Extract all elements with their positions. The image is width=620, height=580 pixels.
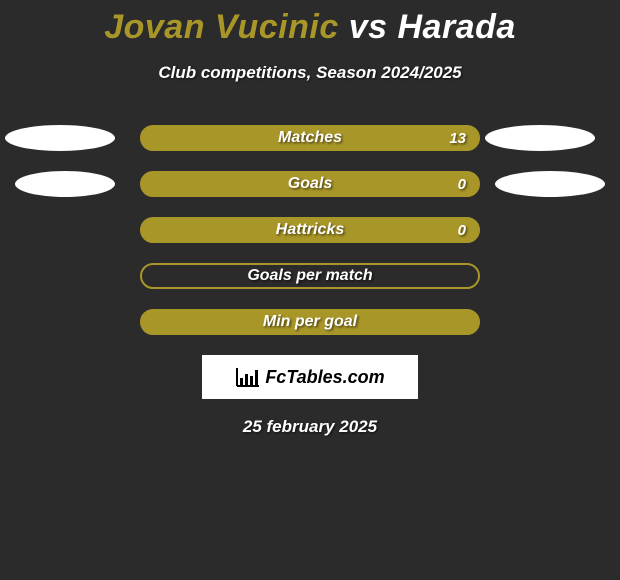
stat-bar: Goals 0 (140, 171, 480, 197)
stat-row: Matches 13 (0, 125, 620, 151)
logo-text: FcTables.com (265, 367, 384, 388)
stat-row: Hattricks 0 (0, 217, 620, 243)
right-ellipse (495, 171, 605, 197)
title-player1: Jovan Vucinic (104, 8, 339, 46)
stat-value: 0 (458, 176, 466, 193)
title-player2: Harada (397, 8, 515, 46)
stat-bar: Hattricks 0 (140, 217, 480, 243)
left-ellipse (15, 171, 115, 197)
stat-label: Goals (288, 175, 332, 193)
stat-row: Goals 0 (0, 171, 620, 197)
subtitle: Club competitions, Season 2024/2025 (0, 63, 620, 83)
logo-box: FcTables.com (202, 355, 418, 399)
stat-value: 13 (449, 130, 466, 147)
stat-label: Goals per match (247, 267, 372, 285)
stat-bar: Matches 13 (140, 125, 480, 151)
stat-value: 0 (458, 222, 466, 239)
logo: FcTables.com (235, 366, 384, 388)
stat-row: Min per goal (0, 309, 620, 335)
date-text: 25 february 2025 (0, 417, 620, 437)
left-ellipse (5, 125, 115, 151)
stat-bar: Min per goal (140, 309, 480, 335)
stat-row: Goals per match (0, 263, 620, 289)
page-title: Jovan Vucinic vs Harada (0, 0, 620, 47)
right-ellipse (485, 125, 595, 151)
stat-bars: Matches 13 Goals 0 Hattricks 0 Goals per match… (0, 125, 620, 335)
bar-chart-icon (235, 366, 261, 388)
title-vs: vs (349, 8, 388, 46)
stat-label: Hattricks (276, 221, 344, 239)
stat-label: Matches (278, 129, 342, 147)
comparison-infographic: Jovan Vucinic vs Harada Club competition… (0, 0, 620, 437)
stat-label: Min per goal (263, 313, 357, 331)
stat-bar: Goals per match (140, 263, 480, 289)
